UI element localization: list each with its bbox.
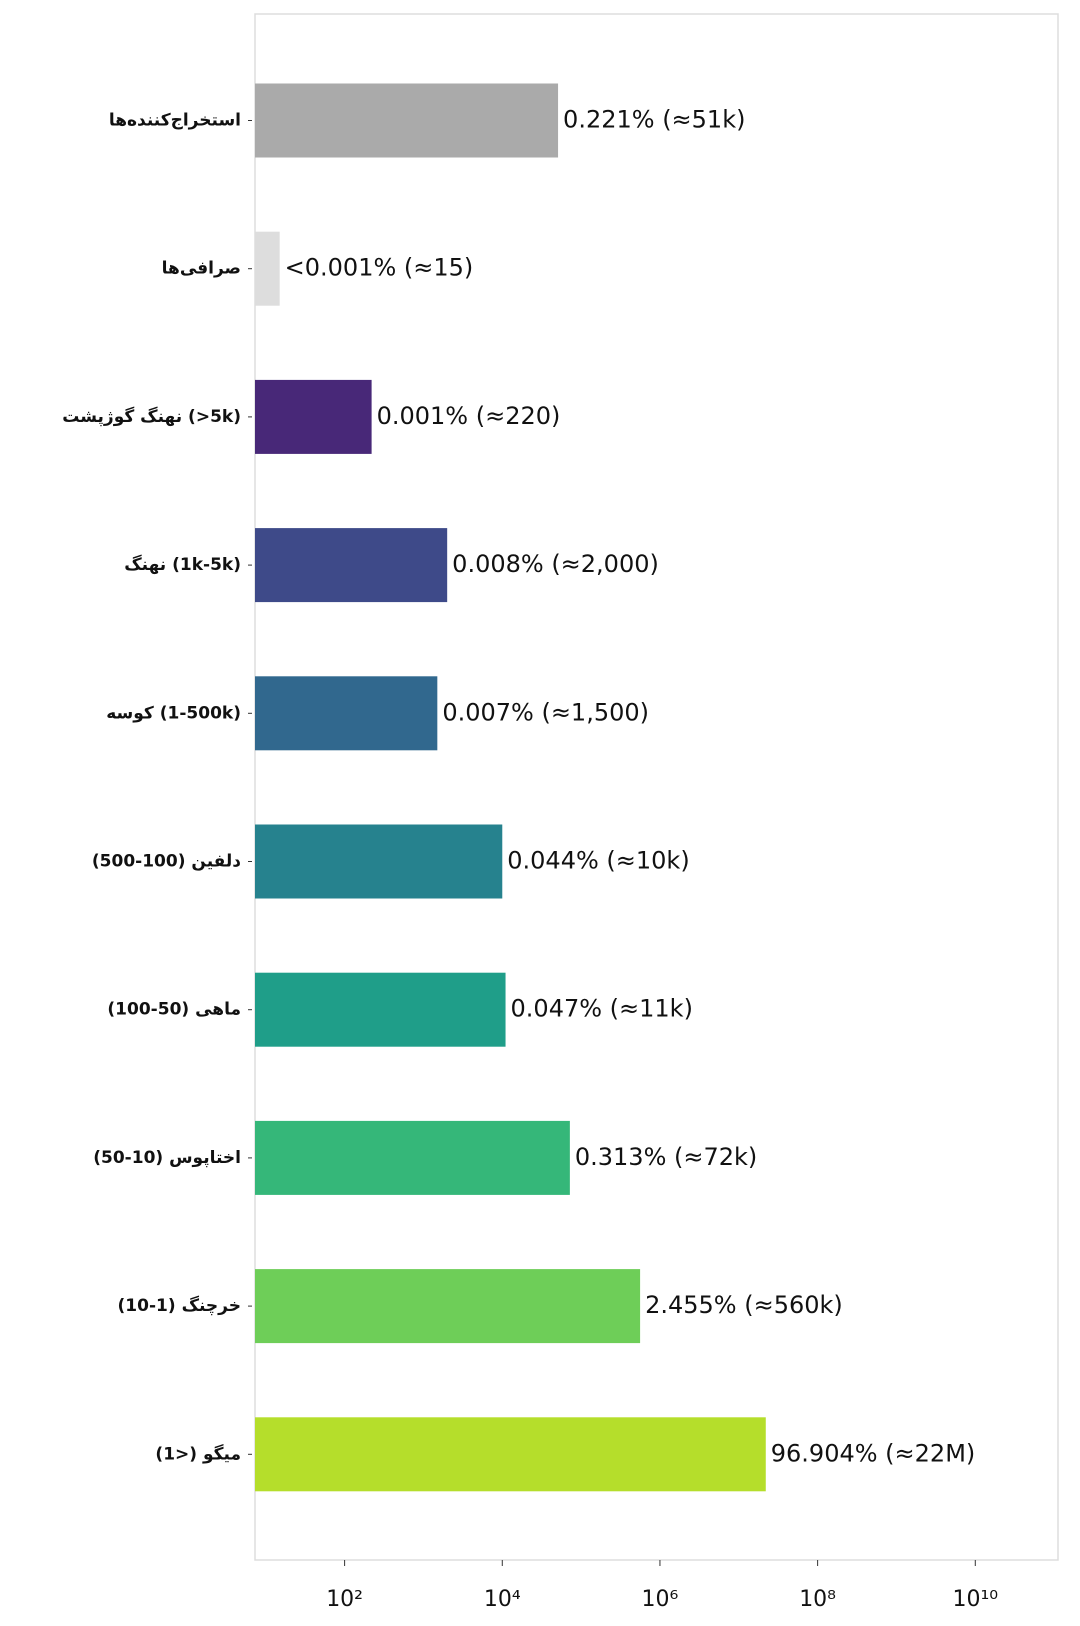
value-label: 0.001% (≈220) — [377, 402, 561, 430]
y-tick-label: نهنگ (1k-5k) — [124, 554, 241, 575]
y-tick-label: صرافی‌ها — [162, 259, 241, 279]
y-tick-label: خرچنگ (1-10) — [118, 1295, 241, 1316]
y-tick-label: کوسه (500-1k) — [106, 703, 241, 723]
bar — [255, 1417, 766, 1492]
value-label: 2.455% (≈560k) — [645, 1291, 843, 1319]
value-label: 0.008% (≈2,000) — [452, 550, 659, 578]
bar — [255, 972, 506, 1047]
value-label: <0.001% (≈15) — [285, 254, 474, 282]
bar — [255, 83, 559, 158]
bar — [255, 1269, 641, 1344]
bar — [255, 676, 438, 751]
value-label: 0.044% (≈10k) — [507, 847, 689, 875]
value-label: 0.007% (≈1,500) — [442, 698, 649, 726]
bar — [255, 824, 503, 899]
value-label: 0.047% (≈11k) — [511, 995, 693, 1023]
x-tick-label: 10⁸ — [799, 1587, 836, 1612]
x-tick-label: 10⁴ — [484, 1587, 521, 1612]
y-tick-label: اختاپوس (10-50) — [93, 1148, 241, 1168]
y-tick-label: استخراج‌کننده‌ها — [109, 111, 241, 131]
y-tick-label: میگو (<1) — [155, 1443, 241, 1464]
x-tick-label: 10² — [326, 1587, 363, 1612]
bar — [255, 231, 280, 306]
bar — [255, 528, 448, 603]
bar — [255, 379, 372, 454]
x-tick-label: 10¹⁰ — [952, 1587, 998, 1612]
y-tick-label: دلفین (100-500) — [92, 852, 241, 872]
y-tick-label: نهنگ گوژپشت (>5k) — [62, 406, 241, 427]
plot-frame — [254, 13, 1059, 1561]
y-tick-label: ماهی (50-100) — [107, 1000, 241, 1020]
value-label: 0.313% (≈72k) — [575, 1143, 757, 1171]
value-label: 0.221% (≈51k) — [563, 106, 745, 134]
bar — [255, 1120, 570, 1195]
x-tick-label: 10⁶ — [642, 1587, 679, 1612]
value-label: 96.904% (≈22M) — [771, 1439, 976, 1467]
